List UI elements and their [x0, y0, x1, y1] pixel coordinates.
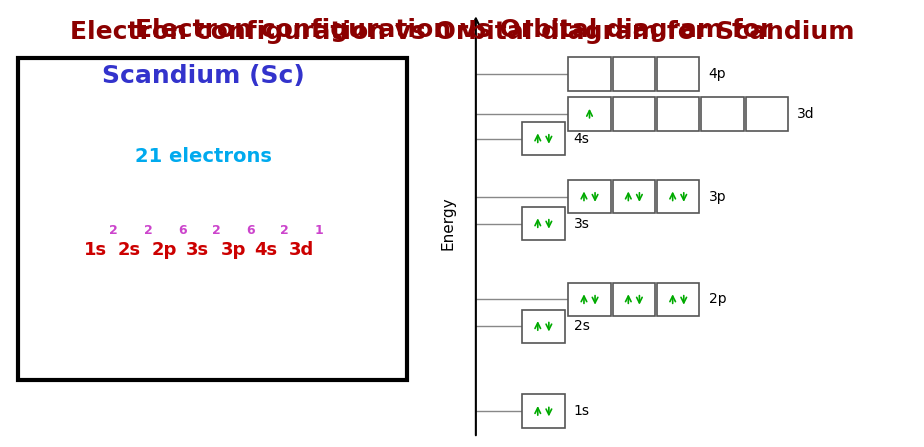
Bar: [657, 283, 699, 316]
Bar: [657, 180, 699, 213]
Text: 2s: 2s: [574, 319, 590, 333]
Text: 3p: 3p: [709, 190, 726, 204]
Bar: [568, 97, 611, 131]
Bar: [613, 180, 655, 213]
Text: 3s: 3s: [574, 216, 590, 231]
Text: 3s: 3s: [187, 241, 210, 259]
Bar: [522, 207, 565, 240]
Text: 6: 6: [177, 224, 187, 237]
Text: 3p: 3p: [221, 241, 246, 259]
Text: 2: 2: [281, 224, 289, 237]
FancyBboxPatch shape: [18, 58, 407, 380]
Text: 4s: 4s: [255, 241, 278, 259]
Bar: [568, 283, 611, 316]
Bar: [522, 310, 565, 343]
Bar: [613, 97, 655, 131]
Bar: [746, 97, 788, 131]
Text: 3d: 3d: [289, 241, 314, 259]
Text: 4s: 4s: [574, 131, 590, 146]
Text: 1: 1: [315, 224, 323, 237]
Bar: [522, 122, 565, 156]
Text: Electron configuration vs Orbital diagram for: Electron configuration vs Orbital diagra…: [135, 18, 789, 42]
Bar: [657, 57, 699, 90]
Text: 1s: 1s: [83, 241, 107, 259]
Text: 2: 2: [109, 224, 118, 237]
Text: 2: 2: [144, 224, 152, 237]
Text: Electron configuration vs Orbital diagram for: Electron configuration vs Orbital diagra…: [139, 18, 785, 42]
Bar: [613, 283, 655, 316]
Bar: [568, 57, 611, 90]
Bar: [701, 97, 744, 131]
Bar: [657, 97, 699, 131]
Text: 2p: 2p: [709, 292, 726, 307]
Text: 2p: 2p: [152, 241, 177, 259]
Text: 4p: 4p: [709, 67, 726, 81]
Text: Energy: Energy: [441, 197, 456, 250]
Text: 6: 6: [246, 224, 255, 237]
Text: Electron configuration vs Orbital diagram for Scandium: Electron configuration vs Orbital diagra…: [69, 20, 855, 44]
Bar: [568, 180, 611, 213]
Text: Scandium (Sc): Scandium (Sc): [102, 64, 305, 88]
Text: 2s: 2s: [118, 241, 141, 259]
Text: 1s: 1s: [574, 404, 590, 418]
Text: 21 electrons: 21 electrons: [135, 147, 272, 166]
Text: 3d: 3d: [797, 107, 815, 121]
Bar: [522, 395, 565, 428]
Text: 2: 2: [213, 224, 221, 237]
Bar: [613, 57, 655, 90]
